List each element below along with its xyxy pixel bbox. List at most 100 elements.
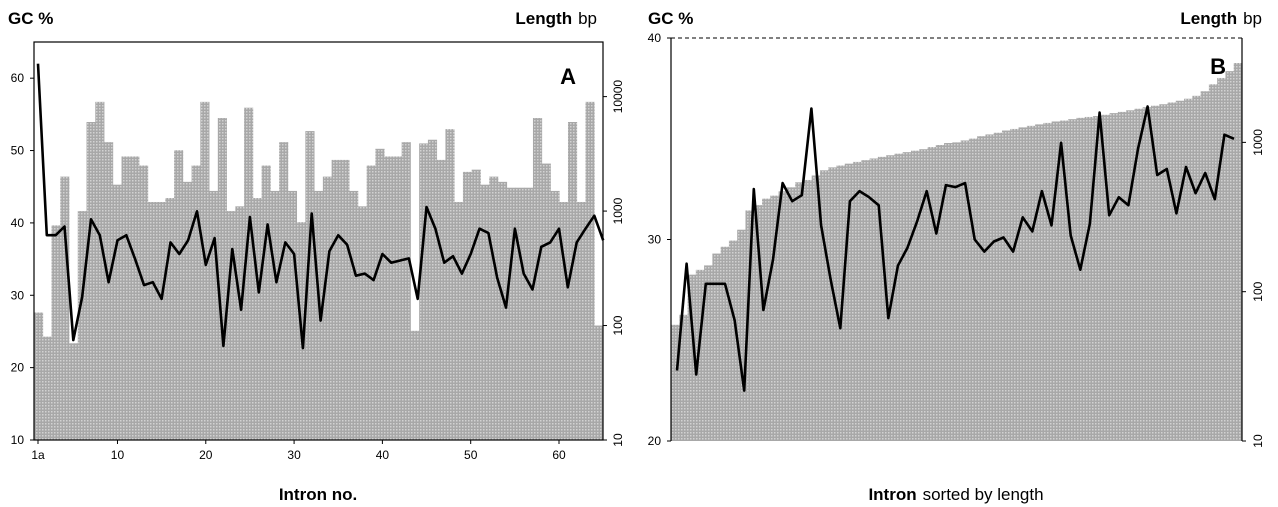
left-tick-label: 10 (11, 433, 25, 447)
left-tick-label: 40 (11, 216, 25, 230)
length-bar (1076, 117, 1086, 441)
length-bar (910, 150, 920, 441)
length-bar (340, 159, 350, 440)
length-bar (489, 176, 499, 440)
length-bar (927, 147, 937, 441)
length-bar (322, 176, 333, 440)
panel-b-right-title-unit: bp (1243, 9, 1262, 28)
length-bar (712, 253, 722, 441)
x-tick-label: 20 (199, 448, 213, 462)
length-bar (1126, 110, 1135, 441)
length-bar (1167, 102, 1177, 441)
length-bar (935, 145, 945, 441)
length-bar (1117, 111, 1127, 441)
length-bar (803, 179, 813, 441)
length-bar (436, 159, 446, 440)
x-tick-label: 1a (31, 448, 45, 462)
x-tick-label: 10 (111, 448, 125, 462)
length-bar (384, 156, 394, 440)
panel-b-left-axis-title: GC % (648, 9, 693, 28)
length-bar (819, 170, 829, 442)
length-bar (42, 336, 52, 440)
length-bar (737, 229, 746, 441)
length-bar (532, 118, 543, 440)
length-bar (968, 138, 978, 441)
length-bar (480, 184, 490, 440)
length-bar (314, 190, 324, 440)
length-bar (401, 142, 411, 440)
length-bar (985, 134, 995, 441)
length-bar (244, 107, 254, 441)
length-bar (1225, 71, 1235, 441)
x-tick-label: 50 (464, 448, 478, 462)
panel-a-letter: A (560, 64, 576, 89)
length-bar (695, 269, 705, 441)
panel-a-x-ticks: 1a 10 20 30 40 50 60 (31, 440, 566, 462)
length-bar (576, 202, 586, 440)
length-bar (919, 149, 928, 441)
length-bar (993, 132, 1003, 442)
right-tick-label: 100 (611, 315, 625, 335)
length-bar (1101, 114, 1110, 441)
length-bar (410, 330, 420, 440)
length-bar (1150, 105, 1160, 442)
length-bar (1018, 127, 1028, 441)
right-tick-label: 10000 (611, 80, 625, 114)
length-bar (1059, 120, 1069, 442)
length-bar (77, 211, 87, 440)
panel-a-right-title-unit: bp (578, 9, 597, 28)
panel-a: 10 20 30 40 50 60 10 100 1000 10000 1a 10 20 30 40 50… (8, 9, 625, 504)
length-bar (1026, 125, 1036, 441)
panel-b-letter: B (1210, 54, 1226, 79)
length-bar (894, 153, 904, 442)
length-bar (720, 246, 730, 441)
length-bar (594, 325, 604, 440)
length-bar (454, 202, 464, 440)
length-bar (86, 122, 96, 440)
left-tick-label: 20 (648, 434, 662, 448)
length-bar (828, 167, 837, 441)
length-bar (34, 312, 44, 440)
length-bar (357, 206, 368, 440)
panel-a-gc-line (36, 63, 605, 350)
length-bar (392, 156, 403, 440)
left-tick-label: 60 (11, 71, 25, 85)
panel-a-right-ticks: 10 100 1000 10000 (603, 80, 625, 447)
length-bar (427, 139, 438, 441)
length-bar (270, 190, 280, 440)
length-bar (944, 143, 953, 441)
length-bar (1109, 113, 1119, 442)
length-bar (585, 101, 595, 440)
x-tick-label: 30 (287, 448, 301, 462)
length-bar (419, 143, 429, 441)
length-bar (226, 211, 236, 440)
panel-b-left-ticks: 20 30 40 (648, 31, 671, 448)
length-bar (121, 156, 131, 440)
length-bar (1159, 104, 1168, 441)
length-bar (679, 314, 688, 441)
panel-b-x-label-bold: Intron (868, 485, 916, 504)
length-bar (104, 142, 114, 440)
length-bar (156, 202, 166, 440)
length-bar (331, 159, 341, 440)
length-bar (1208, 84, 1218, 441)
length-bar (130, 156, 140, 440)
panel-a-frame (33, 41, 604, 441)
length-bar (960, 140, 970, 441)
length-bar (1093, 116, 1102, 441)
length-bar (877, 156, 887, 441)
length-bar (235, 206, 245, 440)
length-bar (687, 274, 697, 441)
length-bar (541, 163, 551, 440)
panel-b-bars (671, 63, 1243, 442)
length-bar (1068, 119, 1077, 442)
length-bar (1010, 128, 1019, 441)
length-bar (786, 187, 796, 441)
length-bar (811, 175, 821, 442)
panel-b-gc-line (675, 105, 1235, 392)
length-bar (671, 324, 680, 441)
length-bar (279, 142, 289, 440)
left-tick-label: 40 (648, 31, 662, 45)
length-bar (1200, 91, 1210, 442)
right-tick-label: 100 (1251, 281, 1265, 301)
